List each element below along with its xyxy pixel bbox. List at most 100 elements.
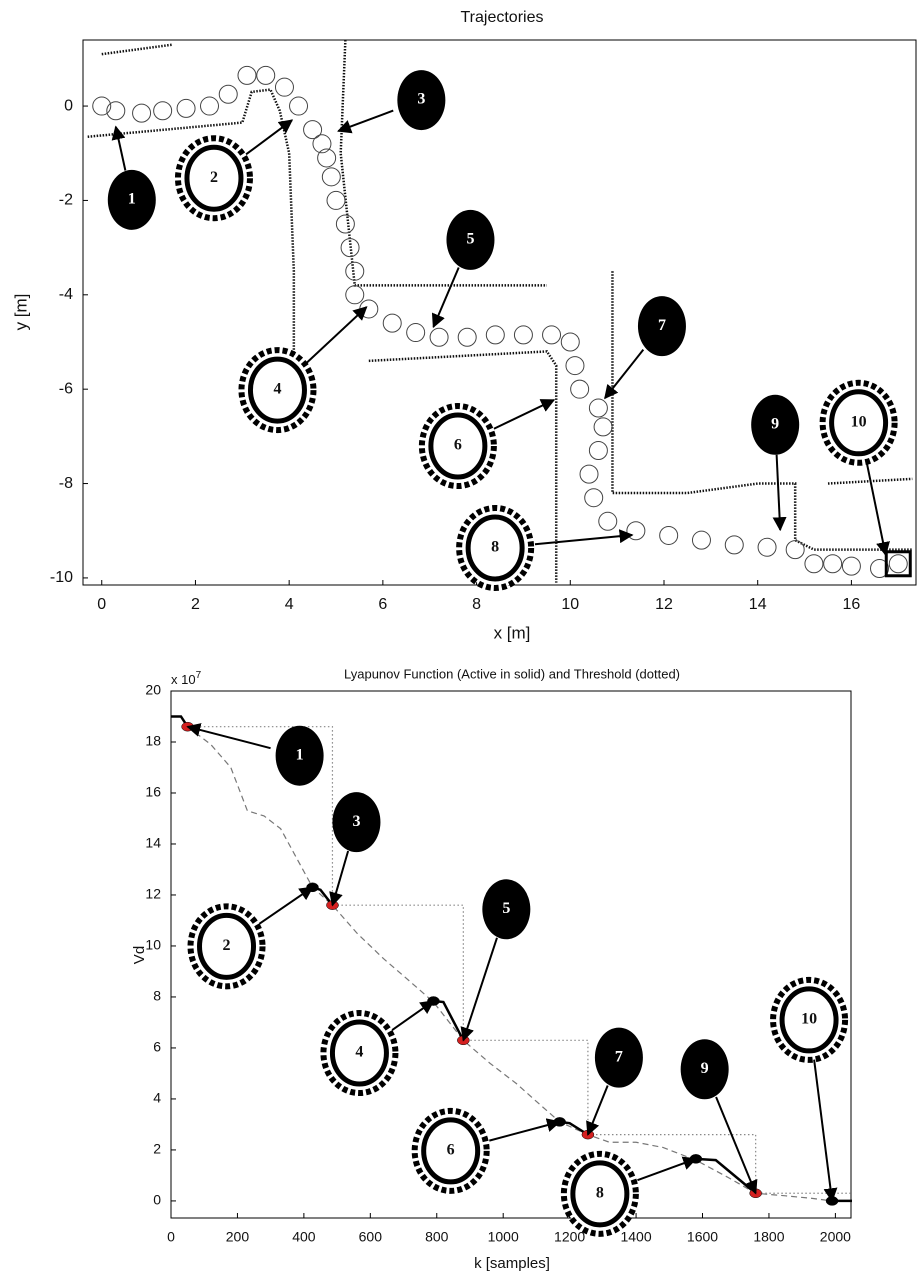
y-tick-label: 8 — [153, 988, 161, 1004]
annotation-arrow — [814, 1060, 832, 1201]
x-tick-label: 1200 — [554, 1229, 585, 1245]
robot-pose — [290, 97, 308, 115]
chart-title: Trajectories — [461, 9, 544, 26]
robot-pose — [238, 66, 256, 84]
robot-pose — [589, 442, 607, 460]
robot-pose — [177, 99, 195, 117]
y-axis-label: y [m] — [11, 294, 30, 331]
robot-pose — [627, 522, 645, 540]
y-tick-label: 18 — [145, 733, 161, 749]
y-tick-label: 2 — [153, 1141, 161, 1157]
annotation-arrow — [716, 1097, 756, 1193]
y-tick-label: 4 — [153, 1090, 161, 1106]
robot-pose — [336, 215, 354, 233]
series-line — [200, 727, 852, 1194]
annotation-label: 5 — [466, 231, 474, 248]
x-tick-label: 600 — [359, 1229, 383, 1245]
annotation-label: 3 — [352, 813, 360, 830]
annotation-label: 7 — [658, 317, 666, 334]
plot-frame — [83, 40, 916, 585]
robot-pose — [543, 326, 561, 344]
x-tick-label: 4 — [285, 596, 294, 613]
robot-pose — [327, 191, 345, 209]
annotation-arrow — [259, 887, 312, 923]
x-tick-label: 2000 — [820, 1229, 851, 1245]
figure: Trajectories x [m] y [m] Lyapunov Functi… — [0, 0, 917, 1273]
annotation-arrow — [777, 455, 781, 530]
annotation-arrow — [332, 851, 348, 905]
x-tick-label: 1800 — [753, 1229, 784, 1245]
x-tick-label: 400 — [292, 1229, 316, 1245]
annotation-label: 10 — [851, 413, 867, 430]
robot-pose — [585, 489, 603, 507]
annotation-label: 6 — [454, 437, 462, 454]
y-tick-label: 12 — [145, 886, 161, 902]
robot-pose — [201, 97, 219, 115]
robot-pose — [660, 526, 678, 544]
series-line — [171, 716, 852, 1200]
robot-pose — [304, 121, 322, 139]
robot-pose — [758, 538, 776, 556]
x-tick-label: 1600 — [687, 1229, 718, 1245]
x-tick-label: 6 — [378, 596, 387, 613]
annotation-label: 2 — [210, 169, 218, 186]
robot-pose — [360, 300, 378, 318]
annotation-arrow — [605, 350, 643, 398]
robot-pose — [889, 555, 907, 573]
y-multiplier: x 107 — [171, 670, 202, 688]
annotation-arrow — [188, 727, 271, 748]
robot-pose — [561, 333, 579, 351]
robot-pose — [599, 512, 617, 530]
robot-pose — [594, 418, 612, 436]
robot-pose — [219, 85, 237, 103]
annotation-label: 8 — [596, 1185, 604, 1202]
y-tick-label: 6 — [153, 1039, 161, 1055]
robot-pose — [322, 168, 340, 186]
annotation-arrow — [307, 307, 367, 363]
robot-pose — [346, 286, 364, 304]
x-tick-label: 1400 — [620, 1229, 651, 1245]
x-tick-label: 16 — [843, 596, 861, 613]
multiplier-base: x 10 — [171, 672, 196, 687]
annotation-label: 10 — [801, 1011, 817, 1028]
plot-frame — [171, 691, 851, 1218]
robot-pose — [154, 102, 172, 120]
robot-pose — [407, 324, 425, 342]
robot-pose — [725, 536, 743, 554]
annotation-arrow — [867, 462, 886, 555]
annotation-label: 4 — [355, 1044, 363, 1061]
robot-pose — [257, 66, 275, 84]
goal — [886, 552, 910, 576]
multiplier-exponent: 7 — [196, 670, 202, 681]
y-tick-label: 0 — [153, 1192, 161, 1208]
y-tick-label: 0 — [64, 97, 73, 114]
wall — [88, 40, 913, 583]
x-tick-label: 2 — [191, 596, 200, 613]
annotation-label: 1 — [128, 190, 136, 207]
annotation-arrow — [338, 111, 393, 132]
robot-pose — [133, 104, 151, 122]
annotation-label: 6 — [447, 1142, 455, 1159]
x-axis-label: k [samples] — [474, 1255, 550, 1272]
robot-pose — [842, 557, 860, 575]
y-tick-label: -2 — [59, 192, 73, 209]
x-tick-label: 12 — [655, 596, 673, 613]
annotation-label: 1 — [296, 746, 304, 763]
x-tick-label: 8 — [472, 596, 481, 613]
x-tick-label: 1000 — [488, 1229, 519, 1245]
robot-pose — [430, 328, 448, 346]
robot-pose — [275, 78, 293, 96]
robot-pose — [589, 399, 607, 417]
robot-pose — [580, 465, 598, 483]
y-tick-label: -6 — [59, 380, 73, 397]
annotation-arrow — [463, 938, 497, 1040]
annotation-label: 3 — [417, 91, 425, 108]
y-tick-label: -10 — [50, 569, 73, 586]
annotation-arrow — [494, 400, 554, 429]
robot-pose — [786, 541, 804, 559]
y-tick-label: 14 — [145, 835, 161, 851]
series-line — [188, 727, 852, 1201]
x-tick-label: 10 — [561, 596, 579, 613]
robot-pose — [383, 314, 401, 332]
robot-pose — [486, 326, 504, 344]
